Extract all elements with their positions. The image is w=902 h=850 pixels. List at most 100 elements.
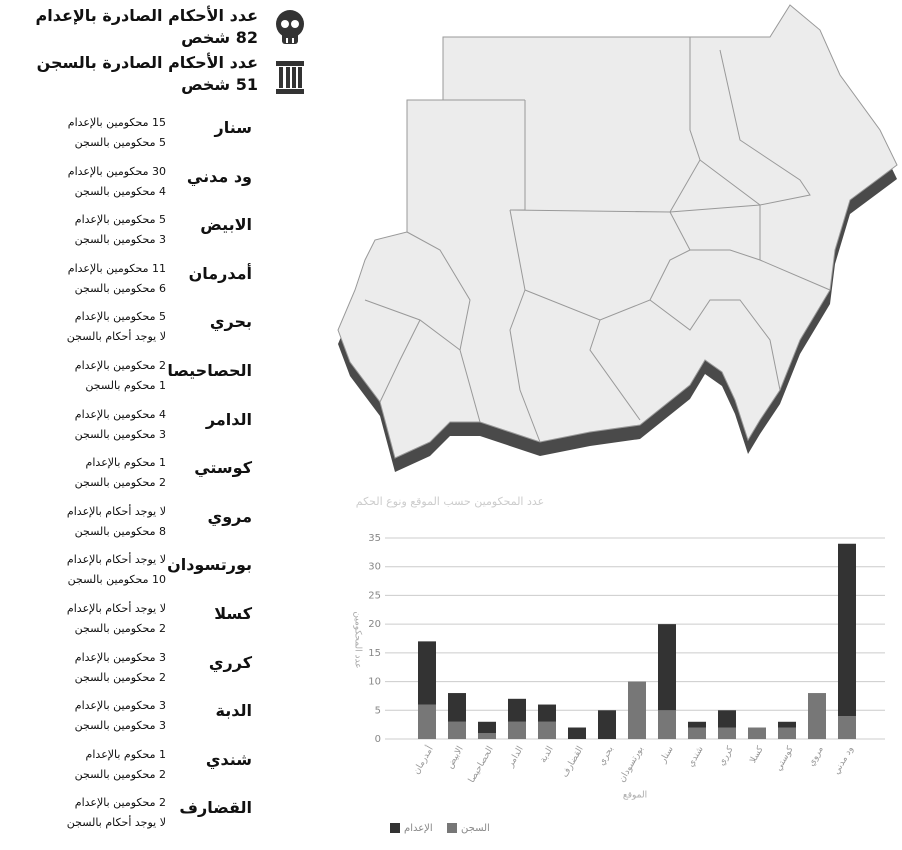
summary-label: عدد الأحكام الصادرة بالسجن: [36, 53, 258, 72]
city-name: مروي: [207, 506, 252, 526]
city-line: 3 محكومين بالسجن: [74, 427, 166, 441]
city-name: كوستي: [194, 458, 252, 478]
x-tick-label: الابيض: [445, 745, 466, 771]
city-line: 5 محكومين بالسجن: [74, 136, 166, 149]
city-name: الدبة: [215, 701, 252, 721]
bar-segment: [538, 704, 556, 722]
bar-segment: [658, 624, 676, 711]
city-line: 2 محكومين بالسجن: [74, 670, 166, 684]
bar-segment: [568, 727, 586, 739]
bar-segment: [838, 543, 856, 717]
city-line: 5 محكومين بالإعدام: [74, 310, 166, 324]
bar-segment: [418, 704, 436, 739]
legend-label: الإعدام: [404, 823, 433, 834]
x-tick-label: بورتسودان: [617, 745, 646, 784]
bar-segment: [748, 727, 766, 739]
city-line: لا يوجد أحكام بالإعدام: [66, 602, 166, 615]
x-tick-label: الدبة: [538, 745, 555, 765]
legend-label: السجن: [461, 823, 490, 834]
bar-segment: [598, 710, 616, 739]
city-line: لا يوجد أحكام بالسجن: [66, 330, 166, 344]
city-line: لا يوجد أحكام بالسجن: [66, 816, 166, 830]
x-tick-label: القضارف: [560, 745, 586, 779]
city-line: 3 محكومين بالإعدام: [74, 650, 166, 664]
bar-segment: [478, 721, 496, 734]
x-tick-label: الدامر: [505, 745, 525, 770]
city-line: لا يوجد أحكام بالإعدام: [66, 553, 166, 567]
x-tick-label: شندي: [686, 745, 706, 769]
city-name: الدامر: [205, 409, 252, 429]
summary-count: 51 شخص: [181, 75, 258, 94]
skull-icon: [276, 10, 304, 44]
city-name: شندي: [205, 749, 252, 769]
city-line: 5 محكومين بالإعدام: [74, 213, 166, 227]
bar-segment: [418, 641, 436, 705]
x-tick-label: بحري: [597, 745, 616, 768]
legend-swatch: [447, 823, 457, 833]
y-tick-label: 25: [368, 590, 381, 601]
city-line: 10 محكومين بالسجن: [67, 573, 166, 587]
city-name: أمدرمان: [188, 263, 252, 283]
y-tick-label: 10: [368, 677, 381, 688]
city-line: 1 محكوم بالإعدام: [85, 456, 166, 470]
bar-segment: [508, 698, 526, 722]
bar-segment: [448, 693, 466, 722]
bar-segment: [478, 733, 496, 739]
bar-segment: [628, 681, 646, 739]
city-line: 2 محكومين بالإعدام: [74, 796, 166, 810]
city-line: 11 محكومين بالإعدام: [67, 261, 166, 275]
bar-segment: [538, 721, 556, 739]
bar-segment: [838, 716, 856, 739]
x-tick-label: أمدرمان: [410, 744, 436, 776]
y-tick-label: 5: [375, 705, 381, 716]
city-line: 30 محكومين بالإعدام: [67, 164, 166, 178]
city-line: 2 محكومين بالسجن: [74, 476, 166, 490]
city-line: 2 محكومين بالإعدام: [74, 359, 166, 372]
city-name: كرري: [208, 652, 252, 672]
bar-segment: [508, 721, 526, 739]
bar-segment: [448, 721, 466, 739]
y-tick-label: 15: [368, 648, 381, 659]
city-name: القضارف: [179, 798, 252, 818]
city-line: 3 محكومين بالإعدام: [74, 699, 166, 713]
x-tick-label: ود مدني: [832, 745, 856, 777]
city-name: الحصاحيصا: [167, 361, 252, 380]
bar-segment: [658, 710, 676, 739]
y-axis-label: عدد المحكومين: [353, 611, 363, 668]
city-name: بحري: [209, 312, 252, 332]
city-line: 4 محكومين بالإعدام: [74, 407, 166, 421]
x-axis-label: الموقع: [623, 791, 647, 801]
bar-segment: [718, 710, 736, 728]
x-tick-label: كسلا: [748, 744, 766, 765]
city-name: سنار: [214, 118, 252, 137]
y-tick-label: 30: [368, 562, 381, 573]
legend-swatch: [390, 823, 400, 833]
city-line: 3 محكومين بالسجن: [74, 233, 166, 247]
city-line: 1 محكوم بالسجن: [85, 379, 166, 392]
bar-segment: [718, 727, 736, 739]
y-tick-label: 35: [368, 533, 381, 544]
city-line: 2 محكومين بالسجن: [74, 767, 166, 781]
city-line: 2 محكومين بالسجن: [74, 622, 166, 635]
prison-icon: [276, 61, 304, 94]
summary-count: 82 شخص: [181, 28, 258, 47]
city-line: 6 محكومين بالسجن: [74, 281, 166, 295]
x-tick-label: كوستي: [774, 744, 796, 773]
bar-segment: [778, 727, 796, 739]
x-tick-label: الحصاحيصا: [467, 745, 496, 785]
sudan-map: [337, 4, 898, 472]
y-tick-label: 0: [375, 734, 381, 745]
city-name: الابيض: [200, 215, 252, 235]
city-line: لا يوجد أحكام بالإعدام: [66, 504, 166, 518]
bar-segment: [688, 721, 706, 728]
city-name: بورتسودان: [167, 555, 252, 575]
bar-segment: [808, 693, 826, 739]
summary-label: عدد الأحكام الصادرة بالإعدام: [35, 6, 258, 25]
x-tick-label: مروي: [807, 745, 826, 768]
x-tick-label: سنار: [658, 745, 676, 766]
city-name: كسلا: [214, 604, 252, 623]
city-line: 3 محكومين بالسجن: [74, 719, 166, 733]
x-tick-label: كرري: [717, 744, 736, 767]
